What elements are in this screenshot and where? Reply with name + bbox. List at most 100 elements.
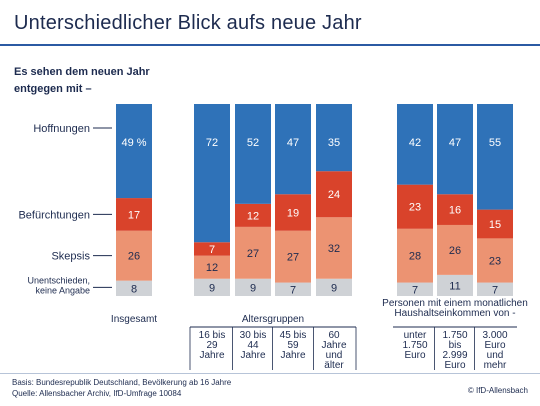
bar-segment-3-bar-5 [316, 217, 352, 279]
bar-segment-2-bar-1 [116, 198, 152, 231]
bar-segment-2-bar-4 [275, 194, 311, 231]
category-label-5-line-2: Jahre [321, 340, 346, 351]
footer-rule [0, 373, 540, 374]
bar-segment-2-bar-5 [316, 171, 352, 218]
group-label-3-line-1: Personen mit einem monatlichen [382, 298, 528, 309]
category-label-8-line-3: und [487, 350, 504, 361]
category-label-3-line-1: 30 bis [240, 330, 267, 341]
category-label-3-line-2: 44 [247, 340, 259, 351]
group-label-2: Altersgruppen [242, 314, 304, 325]
category-label-5-line-3: und [326, 350, 343, 361]
bar-segment-2-bar-8 [477, 209, 513, 239]
category-label-4-line-2: 59 [287, 340, 299, 351]
category-label-7-line-3: 2.999 [442, 350, 467, 361]
data-label-2-bar-7: 16 [449, 205, 461, 217]
bar-segment-2-bar-7 [437, 194, 473, 225]
data-label-2-bar-4: 19 [287, 207, 299, 219]
bar-segment-4-bar-4 [275, 282, 311, 296]
data-label-4-bar-8: 7 [492, 284, 498, 296]
bar-segment-4-bar-2 [194, 278, 230, 296]
data-label-1-bar-2: 72 [206, 137, 218, 149]
category-label-8-line-2: Euro [484, 340, 506, 351]
data-label-2-bar-5: 24 [328, 189, 340, 201]
bar-segment-1-bar-3 [235, 104, 271, 204]
bar-segment-4-bar-5 [316, 278, 352, 296]
data-label-3-bar-2: 12 [206, 262, 218, 274]
data-label-3-bar-3: 27 [247, 248, 259, 260]
category-label-2-line-3: Jahre [199, 350, 224, 361]
bar-segment-1-bar-4 [275, 104, 311, 195]
data-label-1-bar-8: 55 [489, 137, 501, 149]
bar-segment-4-bar-1 [116, 280, 152, 296]
data-label-1-bar-5: 35 [328, 137, 340, 149]
category-label-6-line-1: unter [404, 330, 427, 341]
bar-segment-1-bar-6 [397, 104, 433, 185]
bar-segment-1-bar-1 [116, 104, 152, 199]
category-label-8-line-4: mehr [484, 360, 507, 371]
data-label-2-bar-8: 15 [489, 219, 501, 231]
bar-segment-3-bar-6 [397, 228, 433, 283]
bar-segment-1-bar-2 [194, 104, 230, 243]
bar-segment-3-bar-1 [116, 230, 152, 281]
data-label-3-bar-1: 26 [128, 251, 140, 263]
category-label-8-line-1: 3.000 [482, 330, 507, 341]
bar-segment-3-bar-8 [477, 238, 513, 283]
bar-segment-2-bar-2 [194, 242, 230, 256]
category-label-5-line-4: älter [324, 360, 344, 371]
data-label-2-bar-6: 23 [409, 202, 421, 214]
data-label-3-bar-7: 26 [449, 245, 461, 257]
bar-segment-1-bar-8 [477, 104, 513, 210]
category-label-7-line-4: Euro [444, 360, 466, 371]
bar-segment-1-bar-7 [437, 104, 473, 195]
data-label-4-bar-6: 7 [412, 284, 418, 296]
bar-segment-3-bar-2 [194, 255, 230, 279]
data-label-3-bar-4: 27 [287, 252, 299, 264]
data-label-4-bar-1: 8 [131, 283, 137, 295]
data-label-2-bar-3: 12 [247, 210, 259, 222]
bar-segment-1-bar-5 [316, 104, 352, 172]
bar-segment-2-bar-3 [235, 203, 271, 227]
category-label-3-line-3: Jahre [240, 350, 265, 361]
data-label-1-bar-6: 42 [409, 137, 421, 149]
bar-segment-3-bar-7 [437, 224, 473, 275]
footer-basis: Basis: Bundesrepublik Deutschland, Bevöl… [12, 378, 232, 387]
series-label-4-line-2: keine Angabe [35, 285, 90, 295]
series-label-2-line-1: Befürchtungen [18, 209, 90, 221]
data-label-3-bar-6: 28 [409, 251, 421, 263]
bar-segment-4-bar-6 [397, 282, 433, 296]
category-label-2-line-1: 16 bis [199, 330, 226, 341]
category-label-7-line-2: bis [449, 340, 462, 351]
data-label-4-bar-5: 9 [331, 282, 337, 294]
bar-segment-4-bar-8 [477, 282, 513, 296]
footer-credit: © IfD-Allensbach [467, 386, 528, 395]
series-label-3-line-1: Skepsis [51, 251, 90, 263]
stacked-bar-chart: 8 26 17 49 % 9 12 7 72 9 27 12 52 7 27 19 47 9 32 24 35 7 28 2… [18, 104, 528, 371]
category-label-5-line-1: 60 [328, 330, 340, 341]
category-label-7-line-1: 1.750 [442, 330, 467, 341]
group-label-1: Insgesamt [111, 314, 157, 325]
bar-segment-3-bar-4 [275, 230, 311, 283]
chart-title: Unterschiedlicher Blick aufs neue Jahr [14, 12, 362, 34]
data-label-4-bar-3: 9 [250, 282, 256, 294]
data-label-1-bar-1: 49 % [121, 137, 146, 149]
data-label-1-bar-7: 47 [449, 137, 461, 149]
data-label-4-bar-7: 11 [449, 280, 460, 292]
data-label-1-bar-4: 47 [287, 137, 299, 149]
chart-subtitle: Es sehen dem neuen Jahr entgegen mit – [14, 66, 150, 95]
category-label-4-line-1: 45 bis [280, 330, 307, 341]
data-label-4-bar-2: 9 [209, 282, 215, 294]
title-rule [0, 44, 540, 46]
category-label-4-line-3: Jahre [280, 350, 305, 361]
bar-segment-3-bar-3 [235, 226, 271, 279]
bar-segment-4-bar-7 [437, 274, 473, 296]
data-label-3-bar-8: 23 [489, 255, 501, 267]
series-label-1-line-1: Hoffnungen [33, 123, 90, 135]
data-label-3-bar-5: 32 [328, 243, 340, 255]
bar-segment-2-bar-6 [397, 184, 433, 229]
data-label-2-bar-1: 17 [128, 209, 140, 221]
data-label-2-bar-2: 7 [209, 244, 215, 256]
series-label-4-line-1: Unentschieden, [27, 275, 90, 285]
bar-segment-4-bar-3 [235, 278, 271, 296]
data-label-1-bar-3: 52 [247, 137, 259, 149]
category-label-6-line-2: 1.750 [402, 340, 427, 351]
